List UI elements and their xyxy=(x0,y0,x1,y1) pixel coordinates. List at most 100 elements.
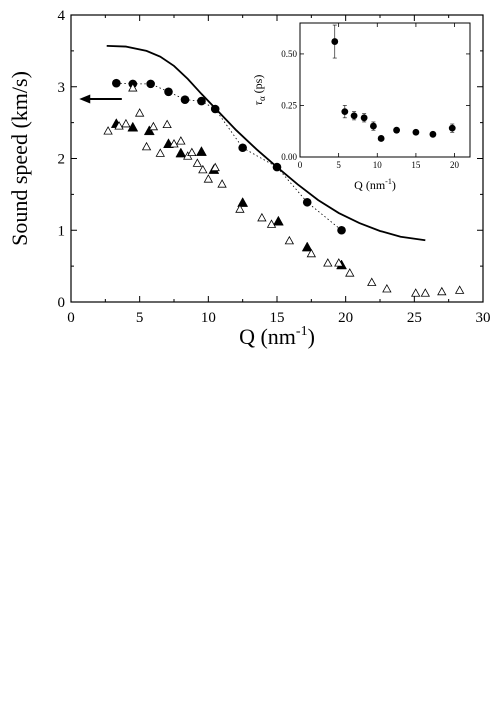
main-x-tick-label: 15 xyxy=(270,310,285,326)
main-point-open-triangle xyxy=(141,141,152,151)
main-point-circle xyxy=(112,78,121,88)
inset-point-circle xyxy=(448,124,456,132)
inset-point-circle xyxy=(341,108,349,116)
main-series-2 xyxy=(103,83,465,297)
main-y-axis-title: Sound speed (km/s) xyxy=(7,71,32,246)
main-point-open-triangle xyxy=(367,277,377,286)
main-solid-curve xyxy=(106,44,426,242)
inset-y-tick-label: 0.50 xyxy=(281,49,297,59)
main-point-open-triangle xyxy=(411,288,421,297)
inset-axis-ticks: 0 5 10 15 20 0.00 0.25 0.50 xyxy=(281,23,470,170)
inset-y-tick-label: 0.00 xyxy=(281,152,297,162)
main-point-open-triangle xyxy=(103,126,113,135)
main-x-tick-label: 30 xyxy=(476,310,491,326)
inset-y-axis-title-end: (ps) xyxy=(251,75,265,97)
main-point-open-triangle xyxy=(217,179,227,188)
inset-x-axis-title: Q (nm-1) xyxy=(354,177,396,192)
main-point-circle xyxy=(302,197,312,207)
main-chart: 0 5 10 15 20 25 30 0 1 2 3 4 Sound speed (km/s) Q (… xyxy=(7,8,491,349)
main-point-filled-triangle xyxy=(272,215,284,226)
inset-y-axis-title-sub: α xyxy=(257,96,267,101)
main-point-open-triangle xyxy=(148,121,159,131)
main-point-open-triangle xyxy=(176,136,186,145)
inset-series-layer xyxy=(331,24,456,142)
main-point-open-triangle xyxy=(266,219,277,228)
main-point-filled-triangle xyxy=(196,146,207,156)
main-point-open-triangle xyxy=(134,108,145,117)
main-point-circle xyxy=(197,96,206,106)
main-point-circle xyxy=(337,225,346,235)
main-point-open-triangle xyxy=(192,158,203,167)
main-y-tick-label: 3 xyxy=(58,80,66,96)
main-point-open-triangle xyxy=(128,83,138,92)
main-x-tick-label: 5 xyxy=(136,310,144,326)
main-point-open-triangle xyxy=(454,285,465,294)
inset-point-circle xyxy=(370,122,377,130)
main-y-tick-label: 2 xyxy=(58,152,66,168)
main-series-layer xyxy=(103,44,465,297)
main-point-open-triangle xyxy=(235,204,245,213)
main-y-tick-label: 0 xyxy=(58,295,66,311)
main-series-1 xyxy=(110,118,347,270)
main-point-open-triangle xyxy=(257,212,267,222)
inset-x-axis-title-sup: -1 xyxy=(385,177,392,186)
main-x-tick-label: 0 xyxy=(67,310,75,326)
main-point-open-triangle xyxy=(345,268,355,277)
inset-x-tick-label: 0 xyxy=(298,160,303,170)
inset-point-circle xyxy=(331,38,339,45)
inset-x-tick-label: 15 xyxy=(411,160,421,170)
inset-y-axis-title: τα (ps) xyxy=(251,75,267,106)
inset-chart: 0 5 10 15 20 0.00 0.25 0.50 τα (ps) Q (nm-1) xyxy=(251,22,471,192)
inset-point-circle xyxy=(412,128,420,136)
main-y-tick-label: 1 xyxy=(58,223,66,239)
inset-point-circle xyxy=(393,126,400,134)
main-point-filled-triangle xyxy=(301,241,313,252)
main-point-open-triangle xyxy=(114,121,124,130)
main-x-tick-label: 20 xyxy=(338,310,353,326)
inset-x-tick-label: 20 xyxy=(450,160,460,170)
inset-series-0 xyxy=(331,24,456,142)
inset-y-tick-label: 0.25 xyxy=(281,100,297,110)
main-point-open-triangle xyxy=(334,258,344,267)
inset-plot-frame xyxy=(299,22,471,158)
inset-point-circle xyxy=(360,114,368,122)
inset-point-circle xyxy=(429,130,437,138)
main-x-axis-title: Q (nm-1) xyxy=(239,324,315,349)
main-point-open-triangle xyxy=(420,288,430,297)
main-point-open-triangle xyxy=(382,283,392,293)
main-point-filled-triangle xyxy=(143,125,155,136)
main-point-open-triangle xyxy=(169,139,179,148)
main-x-axis-title-base: Q (nm xyxy=(239,324,296,349)
arrow-head-icon xyxy=(79,94,91,104)
main-series-3 xyxy=(106,44,426,242)
main-point-open-triangle xyxy=(210,162,220,172)
main-point-open-triangle xyxy=(306,248,317,258)
main-point-open-triangle xyxy=(284,235,295,245)
main-point-open-triangle xyxy=(155,148,165,157)
main-point-filled-triangle xyxy=(175,147,187,158)
main-point-open-triangle xyxy=(121,118,131,128)
main-point-circle xyxy=(238,143,247,153)
main-point-open-triangle xyxy=(198,164,208,174)
main-point-circle xyxy=(146,79,155,89)
main-point-circle xyxy=(164,87,173,97)
inset-x-tick-label: 5 xyxy=(336,160,341,170)
main-point-open-triangle xyxy=(323,258,333,267)
inset-x-tick-label: 10 xyxy=(373,160,383,170)
main-x-axis-title-sup: -1 xyxy=(296,324,308,339)
main-point-open-triangle xyxy=(187,147,197,157)
inset-point-circle xyxy=(377,135,385,142)
inset-x-axis-title-end: ) xyxy=(392,178,396,192)
main-point-circle xyxy=(180,95,190,104)
main-x-tick-label: 25 xyxy=(407,310,422,326)
inset-point-circle xyxy=(350,112,358,120)
inset-x-axis-title-base: Q (nm xyxy=(354,178,386,192)
main-point-open-triangle xyxy=(437,286,447,296)
inset-y-axis-title-base: τ xyxy=(251,100,265,105)
main-axis-ticks: 0 5 10 15 20 25 30 0 1 2 3 4 xyxy=(58,8,491,326)
main-y-tick-label: 4 xyxy=(58,8,66,24)
main-point-open-triangle xyxy=(162,119,172,129)
main-point-open-triangle xyxy=(203,174,214,183)
main-annotations xyxy=(79,94,122,104)
